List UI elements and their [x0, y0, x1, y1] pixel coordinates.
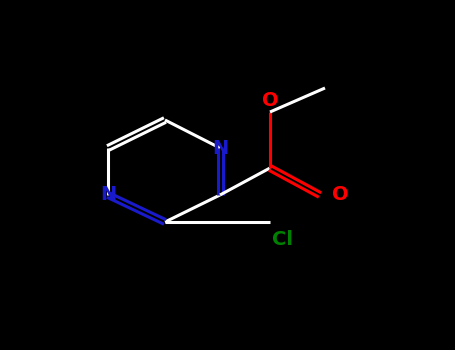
Text: Cl: Cl — [272, 230, 293, 249]
Text: N: N — [100, 186, 116, 204]
Text: N: N — [212, 139, 228, 158]
Text: O: O — [332, 186, 349, 204]
Text: O: O — [262, 91, 278, 110]
